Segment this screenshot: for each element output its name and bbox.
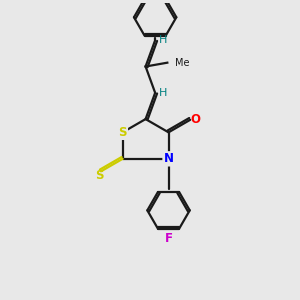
Text: N: N: [164, 152, 173, 165]
Text: H: H: [159, 88, 168, 98]
Text: Me: Me: [175, 58, 189, 68]
Text: F: F: [164, 232, 172, 244]
Text: S: S: [95, 169, 104, 182]
Text: O: O: [190, 113, 200, 126]
Text: S: S: [118, 126, 127, 139]
Text: H: H: [159, 35, 168, 45]
